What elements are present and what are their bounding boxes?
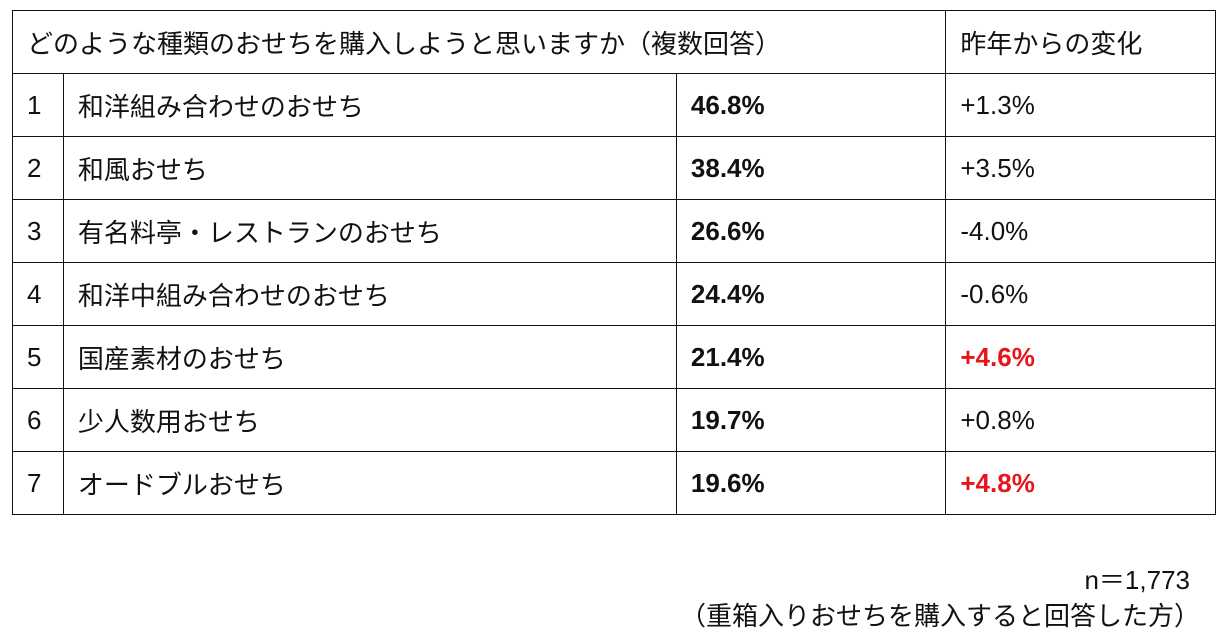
share-cell: 46.8% — [675, 73, 947, 137]
table-row: 7 オードブルおせち 19.6% +4.8% — [12, 451, 1216, 515]
table-row: 5 国産素材のおせち 21.4% +4.6% — [12, 325, 1216, 389]
rank-cell: 4 — [12, 262, 64, 326]
share-cell: 21.4% — [675, 325, 947, 389]
table-row: 4 和洋中組み合わせのおせち 24.4% -0.6% — [12, 262, 1216, 326]
rank-cell: 2 — [12, 136, 64, 200]
share-cell: 19.7% — [675, 388, 947, 452]
rank-cell: 5 — [12, 325, 64, 389]
rank-cell: 7 — [12, 451, 64, 515]
table-row: 6 少人数用おせち 19.7% +0.8% — [12, 388, 1216, 452]
change-cell: +0.8% — [945, 388, 1216, 452]
rank-cell: 1 — [12, 73, 64, 137]
change-header: 昨年からの変化 — [945, 10, 1216, 74]
name-cell: 和洋組み合わせのおせち — [62, 73, 677, 137]
share-cell: 24.4% — [675, 262, 947, 326]
change-cell: +4.6% — [945, 325, 1216, 389]
name-cell: 和洋中組み合わせのおせち — [62, 262, 677, 326]
name-cell: 少人数用おせち — [62, 388, 677, 452]
rank-cell: 3 — [12, 199, 64, 263]
name-cell: 和風おせち — [62, 136, 677, 200]
name-cell: オードブルおせち — [62, 451, 677, 515]
share-cell: 26.6% — [675, 199, 947, 263]
footnote: （重箱入りおせちを購入すると回答した方） — [679, 601, 1200, 631]
rank-cell: 6 — [12, 388, 64, 452]
table-row: 1 和洋組み合わせのおせち 46.8% +1.3% — [12, 73, 1216, 137]
header-row: どのような種類のおせちを購入しようと思いますか（複数回答） 昨年からの変化 — [11, 10, 1216, 74]
sample-size: n＝1,773 — [1084, 565, 1190, 595]
share-cell: 38.4% — [675, 136, 947, 200]
change-cell: +1.3% — [945, 73, 1216, 137]
name-cell: 国産素材のおせち — [62, 325, 677, 389]
change-cell: -4.0% — [945, 199, 1216, 263]
share-cell: 19.6% — [675, 451, 947, 515]
table-row: 2 和風おせち 38.4% +3.5% — [12, 136, 1216, 200]
change-cell: +3.5% — [945, 136, 1216, 200]
change-cell: -0.6% — [945, 262, 1216, 326]
table-row: 3 有名料亭・レストランのおせち 26.6% -4.0% — [12, 199, 1216, 263]
change-cell: +4.8% — [945, 451, 1216, 515]
name-cell: 有名料亭・レストランのおせち — [62, 199, 677, 263]
question-header: どのような種類のおせちを購入しようと思いますか（複数回答） — [11, 10, 947, 74]
